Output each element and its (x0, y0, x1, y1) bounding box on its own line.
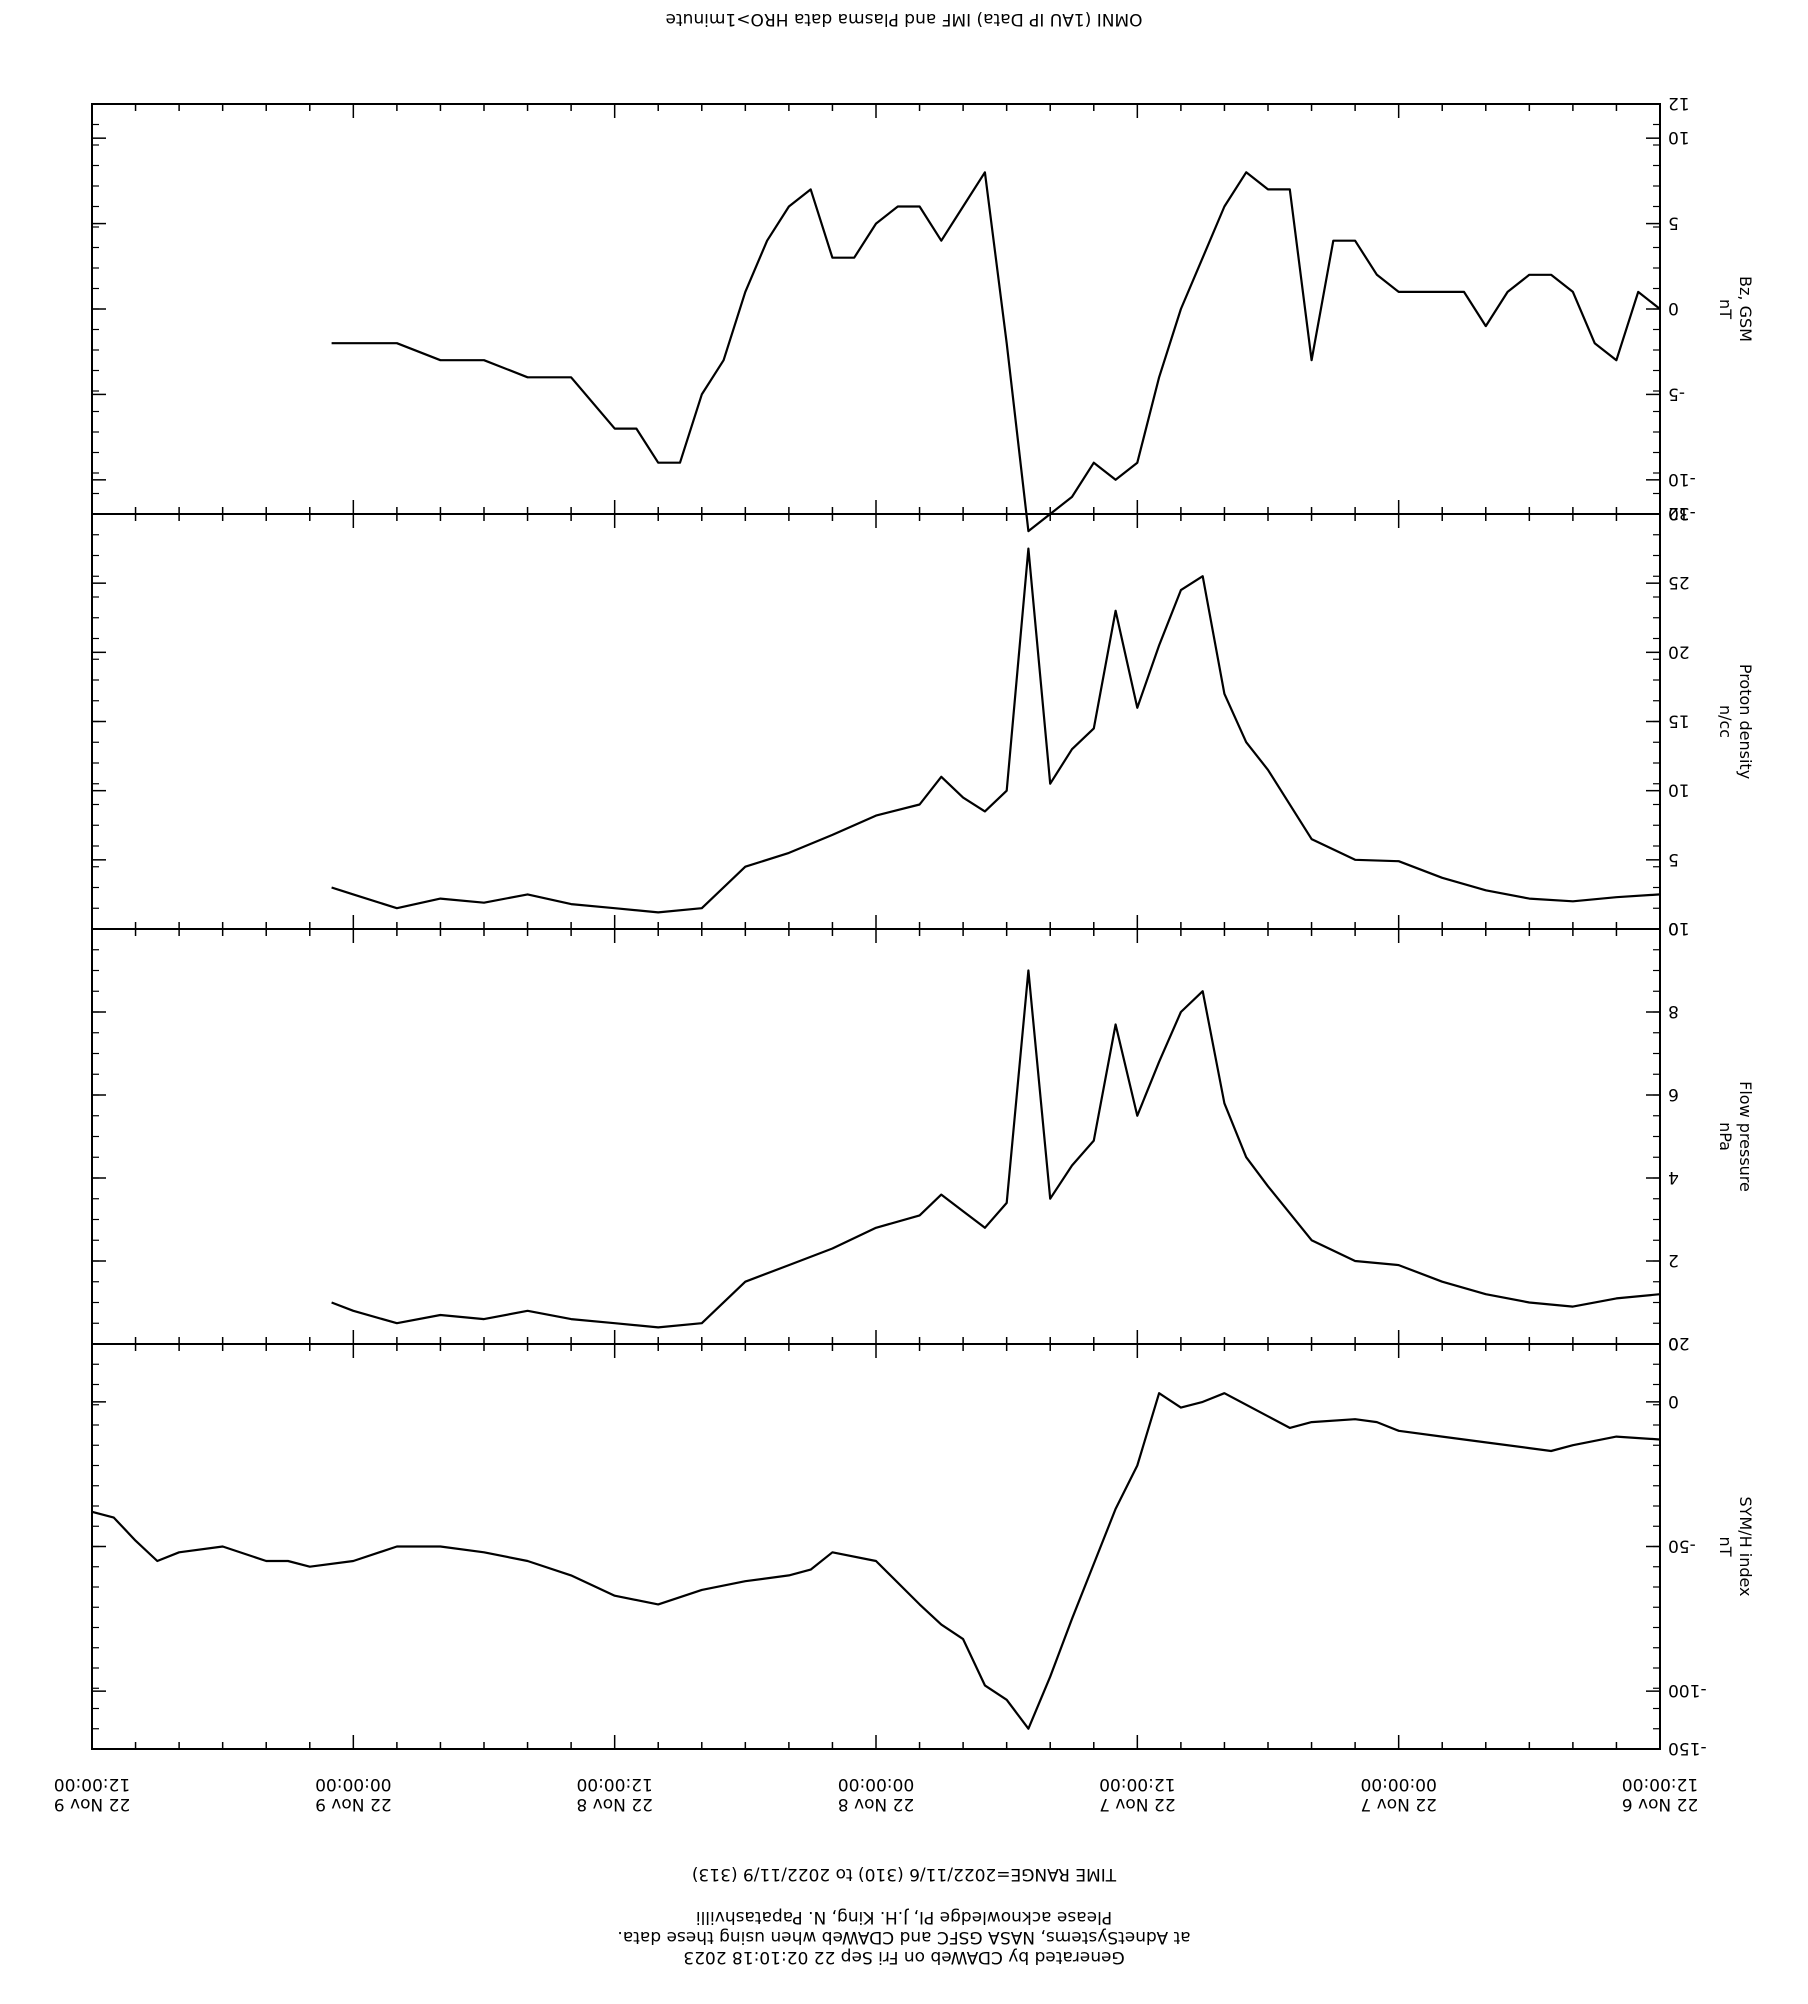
y-tick-label: 20 (1668, 1333, 1690, 1353)
x-tick-time: 12:00:00 (1622, 1774, 1698, 1794)
y-tick-label: 0 (1668, 1391, 1679, 1411)
x-tick-date: 22 Nov 9 (54, 1794, 130, 1814)
panel-frame (91, 1343, 1661, 1750)
x-tick-date: 22 Nov 6 (1622, 1794, 1698, 1814)
panel-frame (91, 103, 1661, 515)
header: Generated by CDAWeb on Fri Sep 22 02:10:… (617, 1864, 1190, 1967)
series-line (331, 171, 1661, 533)
x-tick-time: 00:00:00 (1360, 1774, 1436, 1794)
y-tick-label: -12 (1668, 503, 1696, 523)
y-tick-label: 12 (1668, 93, 1690, 113)
y-tick-label: -10 (1668, 469, 1696, 489)
y-axis-label: Bz, GSM (1736, 276, 1755, 342)
y-tick-label: -50 (1668, 1536, 1696, 1556)
y-tick-label: -100 (1668, 1680, 1707, 1700)
header-line2: at AdnetSystems, NASA GSFC and CDAWeb wh… (617, 1927, 1190, 1947)
y-axis-unit: nT (1716, 299, 1735, 319)
series-line (331, 969, 1661, 1329)
time-range: TIME RANGE=2022/11/6 (310) to 2022/11/9 … (692, 1864, 1117, 1884)
x-tick-date: 22 Nov 8 (576, 1794, 652, 1814)
panel-frame (91, 928, 1661, 1345)
footer-text: OMNI (1AU IP Data) IMF and Plasma data H… (666, 9, 1143, 29)
y-axis-unit: n/cc (1716, 705, 1735, 738)
x-tick-date: 22 Nov 9 (315, 1794, 391, 1814)
x-tick-date: 22 Nov 7 (1360, 1794, 1436, 1814)
y-tick-label: 0 (1668, 918, 1679, 938)
x-tick-time: 00:00:00 (838, 1774, 914, 1794)
y-axis-unit: nT (1716, 1537, 1735, 1557)
y-tick-label: 4 (1668, 1167, 1679, 1187)
series-line (91, 1392, 1661, 1730)
x-tick-date: 22 Nov 7 (1099, 1794, 1175, 1814)
y-tick-label: 25 (1668, 572, 1690, 592)
y-axis-label: SYM/H index (1736, 1496, 1755, 1596)
y-tick-label: 0 (1668, 298, 1679, 318)
y-tick-label: 30 (1668, 503, 1690, 523)
panel-frame (91, 513, 1661, 930)
y-tick-label: 10 (1668, 127, 1690, 147)
x-tick-time: 12:00:00 (1099, 1774, 1175, 1794)
y-axis-label: Proton density (1736, 664, 1755, 779)
x-tick-time: 12:00:00 (576, 1774, 652, 1794)
y-tick-label: 2 (1668, 1250, 1679, 1270)
y-tick-label: 8 (1668, 1001, 1679, 1021)
x-tick-time: 12:00:00 (54, 1774, 130, 1794)
header-line3: Please acknowledge PI, J.H. King, N. Pap… (696, 1907, 1112, 1927)
y-tick-label: 5 (1668, 213, 1679, 233)
header-line1: Generated by CDAWeb on Fri Sep 22 02:10:… (683, 1947, 1124, 1967)
y-tick-label: 10 (1668, 780, 1690, 800)
y-tick-label: -5 (1668, 383, 1685, 403)
y-tick-label: 6 (1668, 1084, 1679, 1104)
y-axis-label: Flow pressure (1736, 1081, 1755, 1192)
x-tick-time: 00:00:00 (315, 1774, 391, 1794)
y-axis-unit: nPa (1716, 1122, 1735, 1151)
y-tick-label: -150 (1668, 1738, 1707, 1758)
series-line (331, 547, 1661, 914)
y-tick-label: 5 (1668, 849, 1679, 869)
y-tick-label: 10 (1668, 918, 1690, 938)
y-tick-label: 20 (1668, 641, 1690, 661)
y-tick-label: 15 (1668, 711, 1690, 731)
y-tick-label: 0 (1668, 1333, 1679, 1353)
x-tick-date: 22 Nov 8 (838, 1794, 914, 1814)
